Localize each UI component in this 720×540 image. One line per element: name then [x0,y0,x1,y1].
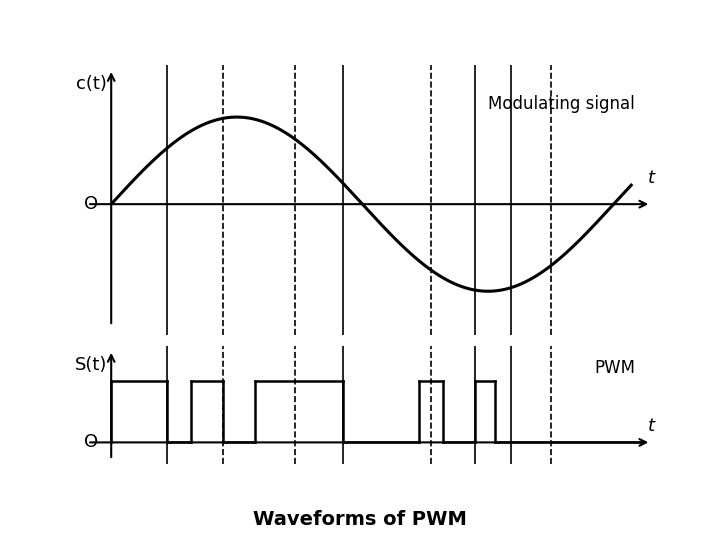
Text: t: t [648,168,654,187]
Text: c(t): c(t) [76,75,107,93]
Text: S(t): S(t) [75,356,107,374]
Text: Waveforms of PWM: Waveforms of PWM [253,510,467,529]
Text: Modulating signal: Modulating signal [488,95,635,113]
Text: PWM: PWM [594,359,635,376]
Text: O: O [84,434,98,451]
Text: O: O [84,195,98,213]
Text: t: t [648,417,654,435]
